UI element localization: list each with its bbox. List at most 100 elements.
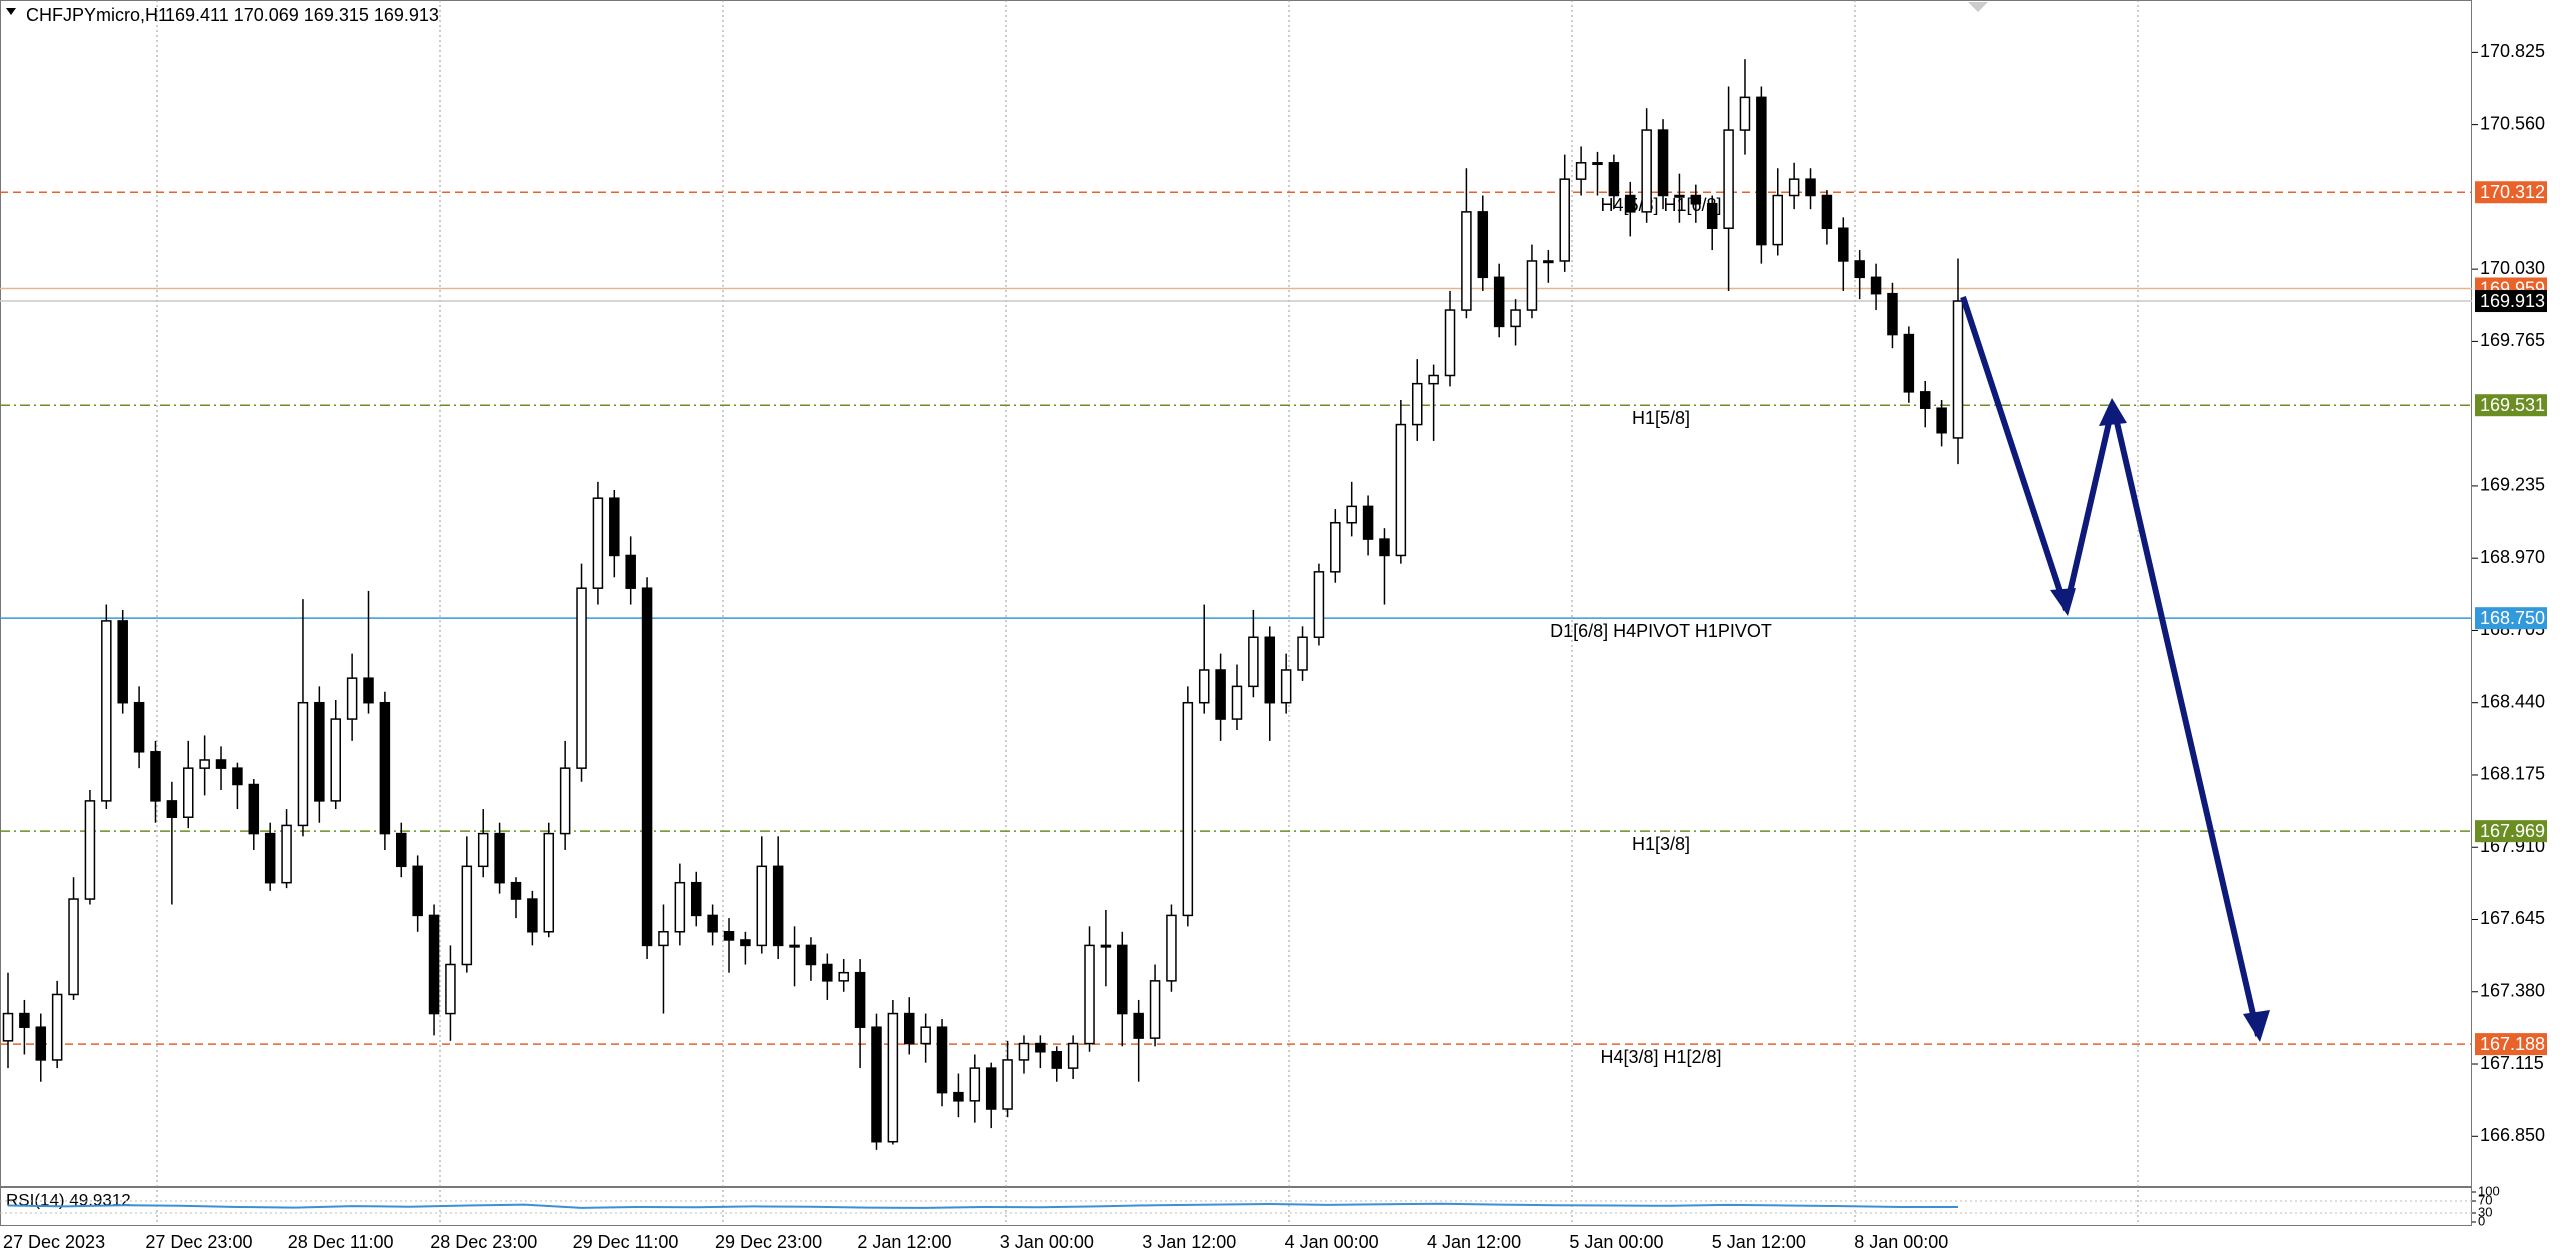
candle-body (1051, 1050, 1062, 1069)
candle-body (412, 865, 423, 917)
price-tag-label: 167.188 (2480, 1034, 2545, 1054)
plot-frame (0, 0, 2472, 1226)
candle-body (445, 963, 456, 1015)
candle-body (35, 1026, 47, 1061)
candle-body (330, 718, 341, 802)
price-tag-label: 167.969 (2480, 821, 2545, 841)
x-tick-label: 5 Jan 00:00 (1569, 1232, 1663, 1252)
x-tick-label: 27 Dec 2023 (3, 1232, 105, 1252)
candle-body (1100, 944, 1112, 948)
candle-body (953, 1091, 964, 1102)
candle-body (1919, 391, 1931, 409)
candle-body (2, 1012, 14, 1042)
arrow-head (2243, 1010, 2270, 1042)
y-tick-label: 168.440 (2480, 691, 2545, 711)
price-tag: 169.913 (2475, 290, 2547, 313)
candle-body (1231, 685, 1243, 720)
price-tag-box (2475, 290, 2547, 313)
price-tag-label: 169.531 (2480, 395, 2545, 415)
candle-body (527, 898, 538, 933)
candle-body (428, 914, 440, 1015)
candle-body (1706, 202, 1718, 229)
candle-body (264, 832, 276, 884)
shift-marker (1968, 2, 1988, 12)
candle-body (1887, 292, 1898, 336)
candle-body (740, 939, 751, 947)
candle-body (1477, 211, 1489, 279)
candle-body (494, 832, 505, 884)
candle-body (543, 832, 555, 933)
candle-body (1870, 276, 1882, 295)
rsi-line (7, 1202, 1958, 1209)
arrow-heads (2050, 398, 2270, 1042)
candle-body (1805, 178, 1816, 197)
candle-body (1035, 1042, 1046, 1053)
candle-body (396, 832, 407, 868)
candle-body (1772, 194, 1784, 246)
candle-body (789, 944, 800, 948)
candle-body (166, 800, 178, 818)
candle-body (1903, 333, 1915, 393)
candle-body (1625, 194, 1636, 213)
level-label: D1[6/8] H4PIVOT H1PIVOT (1550, 621, 1772, 641)
candle-body (1543, 260, 1554, 264)
x-tick-label: 3 Jan 00:00 (1000, 1232, 1094, 1252)
candle-body (248, 783, 260, 835)
candle-body (723, 931, 735, 941)
candle-body (1248, 636, 1259, 688)
x-tick-label: 27 Dec 23:00 (145, 1232, 252, 1252)
candle-body (674, 881, 686, 933)
candle-body (314, 701, 325, 802)
price-tag: 170.312 (2475, 181, 2547, 204)
candle-body (461, 865, 473, 966)
price-tag-box (2475, 1033, 2547, 1056)
x-tick-label: 29 Dec 11:00 (573, 1232, 679, 1252)
candle-body (1854, 260, 1865, 279)
candle-body (1739, 96, 1751, 131)
candle-body (904, 1012, 915, 1045)
candle-body (297, 701, 309, 827)
candle-body (133, 701, 145, 753)
candle-body (887, 1012, 899, 1143)
arrow-head (2050, 588, 2076, 616)
candle-body (1444, 309, 1456, 377)
candle-body (1280, 669, 1292, 704)
rsi-tick-label: 30 (2478, 1204, 2492, 1219)
y-tick-label: 169.765 (2480, 330, 2545, 350)
candle-body (1018, 1042, 1030, 1061)
forecast-arrows (1960, 296, 2261, 1037)
rsi-tick-label: 0 (2478, 1213, 2485, 1228)
candle-body (641, 587, 653, 947)
candle-body (215, 759, 227, 769)
price-tag: 168.750 (2475, 607, 2547, 630)
y-tick-label: 167.115 (2480, 1053, 2544, 1073)
candle-body (1510, 309, 1521, 328)
y-tick-label: 166.850 (2480, 1125, 2545, 1145)
candle-body (854, 971, 866, 1028)
candle-body (609, 497, 620, 557)
rsi-tick-label: 70 (2478, 1192, 2492, 1207)
candle-body (510, 881, 522, 900)
x-tick-label: 28 Dec 23:00 (430, 1232, 537, 1252)
y-tick-label: 167.380 (2480, 981, 2545, 1001)
candle-body (838, 971, 849, 982)
candle-body (346, 677, 358, 720)
menu-triangle[interactable] (6, 8, 16, 15)
candle-body (1362, 505, 1374, 540)
candle-body (1461, 211, 1472, 311)
candle-body (871, 1026, 882, 1143)
candle-body (1936, 407, 1947, 434)
candle-body (1002, 1059, 1013, 1110)
x-tick-label: 2 Jan 12:00 (857, 1232, 951, 1252)
arrow (2110, 404, 2261, 1037)
candle-body (576, 587, 587, 769)
symbol: CHFJPYmicro,H1 (26, 5, 168, 25)
candle-body (822, 963, 833, 982)
candle-body (199, 759, 210, 769)
candle-body (1166, 914, 1177, 982)
candle-body (559, 767, 571, 835)
candle-body (1641, 129, 1652, 213)
candle-body (379, 701, 391, 835)
candle-body (182, 767, 194, 818)
candle-body (117, 620, 128, 704)
